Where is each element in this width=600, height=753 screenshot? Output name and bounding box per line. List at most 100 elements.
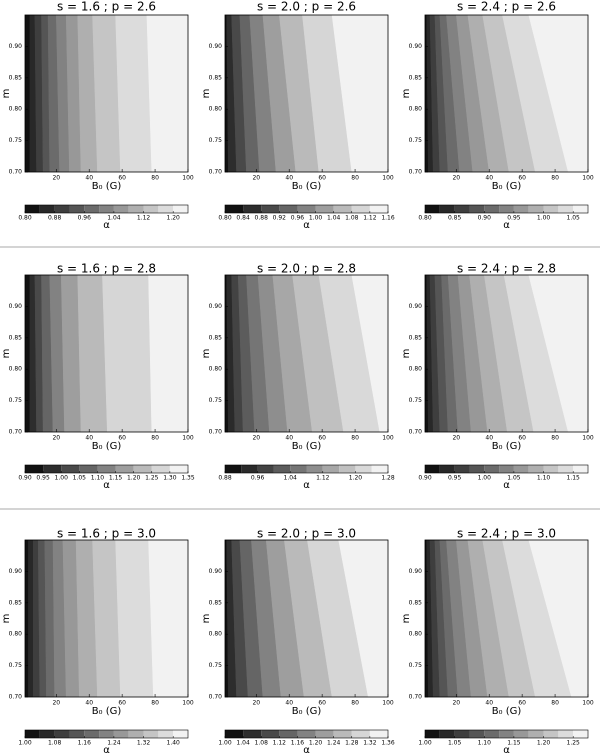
- colorbar-segment: [241, 465, 258, 473]
- y-tick-label: 0.75: [209, 662, 223, 669]
- y-tick-label: 0.75: [9, 137, 23, 144]
- colorbar-tick-label: 1.25: [145, 475, 159, 482]
- colorbar-tick-label: 1.10: [537, 475, 551, 482]
- colorbar-segment: [454, 730, 470, 738]
- contour-band: [439, 540, 459, 697]
- x-tick-label: 60: [518, 700, 526, 707]
- colorbar-segment: [528, 205, 544, 213]
- contour-band: [47, 15, 60, 172]
- x-tick-label: 60: [518, 435, 526, 442]
- y-tick-label: 0.70: [209, 694, 223, 701]
- y-tick-label: 0.90: [409, 568, 423, 575]
- colorbar-label: α: [103, 745, 110, 753]
- y-tick-label: 0.80: [9, 106, 23, 113]
- colorbar-segment: [243, 205, 262, 213]
- colorbar-segment: [558, 465, 574, 473]
- x-axis-label: B₀ (G): [292, 181, 322, 192]
- contour-band: [115, 15, 153, 172]
- colorbar-tick-label: 1.28: [381, 475, 395, 482]
- x-tick-label: 60: [118, 175, 126, 182]
- colorbar-segment: [322, 465, 340, 473]
- contour-band: [34, 275, 44, 432]
- colorbar-segment: [113, 205, 129, 213]
- colorbar-segment: [469, 730, 485, 738]
- colorbar-segment: [499, 730, 514, 738]
- colorbar-tick-label: 0.90: [18, 475, 32, 482]
- x-tick-label: 60: [118, 700, 126, 707]
- colorbar-frame: [24, 729, 189, 739]
- colorbar-tick-label: 1.04: [284, 475, 298, 482]
- contour-band: [279, 15, 320, 172]
- colorbar-tick-label: 1.20: [537, 740, 551, 747]
- x-tick-label: 60: [318, 700, 326, 707]
- contour-band: [25, 540, 29, 697]
- y-tick-label: 0.75: [9, 662, 23, 669]
- x-tick-label: 60: [518, 175, 526, 182]
- y-tick-label: 0.70: [409, 694, 423, 701]
- colorbar-segment: [439, 730, 455, 738]
- y-tick-label: 0.70: [409, 429, 423, 436]
- colorbar-frame: [24, 204, 189, 214]
- plot-frame: [424, 274, 589, 433]
- x-tick-label: 80: [551, 175, 559, 182]
- y-tick-label: 0.85: [209, 599, 223, 606]
- colorbar-segment: [225, 465, 242, 473]
- contour-band: [49, 275, 65, 432]
- contour-band: [456, 540, 488, 697]
- x-tick-label: 100: [382, 175, 394, 182]
- colorbar-tick-label: 1.30: [163, 475, 177, 482]
- contour-band: [62, 540, 80, 697]
- colorbar-segment: [484, 205, 500, 213]
- contour-band: [44, 540, 55, 697]
- y-tick-label: 0.70: [209, 169, 223, 176]
- colorbar-tick-label: 1.00: [55, 475, 69, 482]
- colorbar-segment: [69, 205, 85, 213]
- contour-band: [102, 275, 153, 432]
- contour-band: [434, 15, 449, 172]
- colorbar-label: α: [303, 220, 310, 231]
- colorbar-segment: [39, 730, 55, 738]
- colorbar-tick-label: 1.40: [167, 740, 181, 747]
- title: s = 2.4 ; p = 2.6: [457, 0, 556, 14]
- y-tick-label: 0.70: [409, 169, 423, 176]
- colorbar-segment: [54, 730, 70, 738]
- colorbar-tick-label: 0.96: [251, 475, 265, 482]
- colorbar-label: α: [303, 480, 310, 491]
- contour-band: [482, 15, 536, 172]
- contour-band: [251, 540, 282, 697]
- colorbar-frame: [224, 464, 389, 474]
- y-tick-label: 0.80: [9, 631, 23, 638]
- colorbar-segment: [315, 730, 334, 738]
- colorbar-segment: [484, 730, 500, 738]
- x-tick-label: 20: [52, 700, 60, 707]
- colorbar-segment: [573, 465, 588, 473]
- colorbar-segment: [151, 465, 170, 473]
- contour-band: [34, 15, 44, 172]
- contour-band: [425, 275, 429, 432]
- title: s = 2.4 ; p = 3.0: [457, 527, 556, 541]
- contour-band: [302, 15, 353, 172]
- colorbar-frame: [424, 729, 589, 739]
- colorbar-tick-label: 1.15: [567, 475, 581, 482]
- colorbar-label: α: [503, 745, 510, 753]
- colorbar-segment: [543, 205, 559, 213]
- plot-area: [225, 15, 388, 172]
- colorbar-tick-label: 1.16: [381, 215, 395, 222]
- contour-band: [92, 540, 121, 697]
- x-tick-label: 20: [452, 700, 460, 707]
- colorbar-segment: [290, 465, 307, 473]
- contour-band: [528, 275, 588, 432]
- y-tick-label: 0.90: [9, 303, 23, 310]
- y-tick-label: 0.75: [409, 397, 423, 404]
- colorbar-segment: [39, 205, 55, 213]
- plot-frame: [224, 539, 389, 698]
- colorbar-tick-label: 0.88: [255, 215, 269, 222]
- colorbar-segment: [133, 465, 152, 473]
- x-tick-label: 80: [551, 435, 559, 442]
- colorbar-segment: [279, 205, 298, 213]
- y-tick-label: 0.90: [209, 568, 223, 575]
- colorbar-segment: [558, 205, 574, 213]
- x-tick-label: 20: [252, 700, 260, 707]
- colorbar-segment: [143, 205, 159, 213]
- contour-band: [25, 275, 31, 432]
